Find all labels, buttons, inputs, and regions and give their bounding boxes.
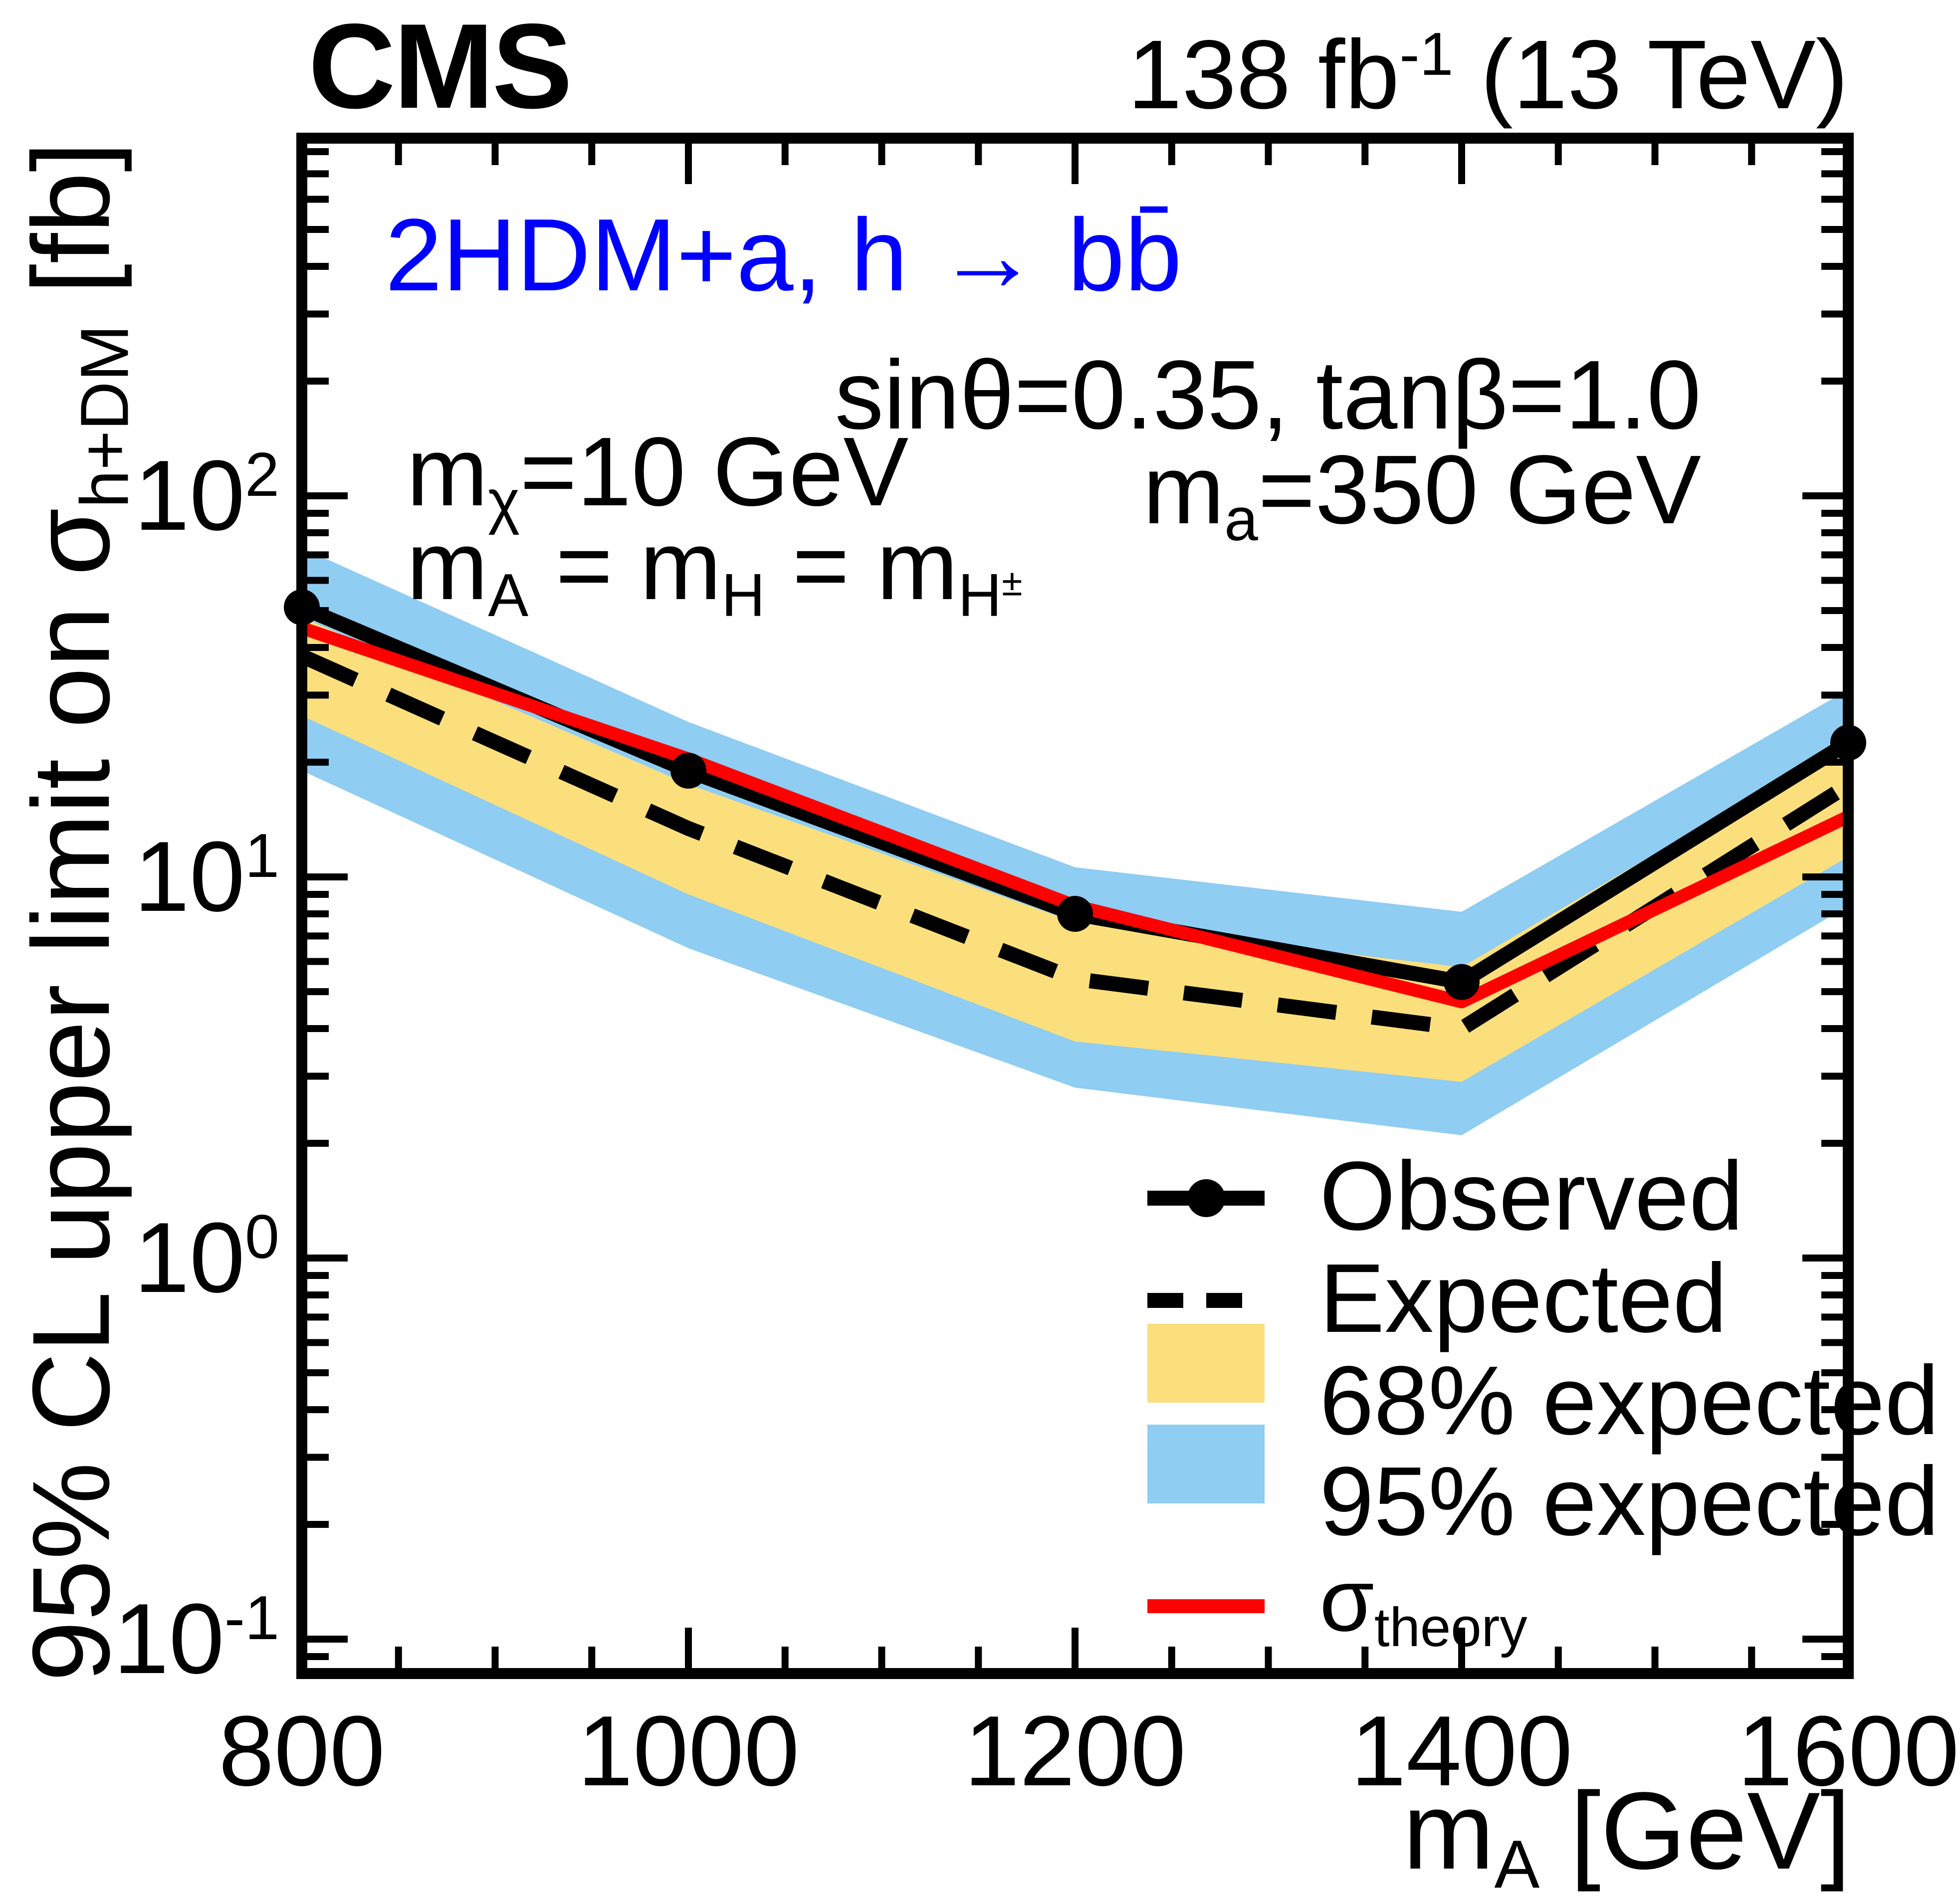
legend-swatch-icon xyxy=(1147,1324,1265,1403)
y-tick-label: 101 xyxy=(134,821,279,932)
legend-label: 68% expected xyxy=(1319,1346,1940,1455)
legend-redline-icon xyxy=(1147,1599,1265,1613)
y-tick-label: 102 xyxy=(134,440,279,551)
legend-dash-icon xyxy=(1147,1293,1265,1308)
legend-label: Expected xyxy=(1319,1244,1728,1353)
legend-label: Observed xyxy=(1319,1141,1743,1251)
luminosity-label: 138 fb-1 (13 TeV) xyxy=(1127,19,1848,129)
observed-marker xyxy=(1444,964,1480,1000)
x-tick-label: 1200 xyxy=(964,1695,1186,1807)
params-sin-tan-label: sinθ=0.35, tanβ=1.0 xyxy=(835,340,1701,449)
x-tick-label: 1600 xyxy=(1737,1695,1960,1807)
observed-marker xyxy=(1057,896,1093,932)
mass-relation-label: mA = mH = mH± xyxy=(407,511,1023,630)
mass-chi-label: mχ=10 GeV xyxy=(407,417,909,536)
expected-line xyxy=(298,649,1852,1037)
legend-band-swatch xyxy=(1147,1324,1265,1442)
band-95-expected xyxy=(302,548,1848,1135)
legend-label: 95% expected xyxy=(1319,1447,1940,1556)
x-tick-label: 1400 xyxy=(1350,1695,1573,1807)
legend-band-swatch xyxy=(1147,1425,1265,1543)
model-label: 2HDM+a, h → bb̄ xyxy=(385,198,1182,312)
legend-expected-marker xyxy=(1147,1293,1265,1308)
experiment-logo: CMS xyxy=(308,0,573,134)
observed-marker xyxy=(670,753,706,789)
legend-label: σtheory xyxy=(1319,1550,1527,1659)
y-tick-label: 100 xyxy=(134,1202,279,1313)
legend-dot-icon xyxy=(1187,1179,1225,1217)
params-ma-label: ma=350 GeV xyxy=(1143,435,1701,554)
y-axis-title: 95% CL upper limit on σh+DM [fb] xyxy=(9,141,143,1682)
band-68-expected xyxy=(302,617,1848,1082)
y-tick-label: 10-1 xyxy=(113,1583,279,1694)
legend-observed-marker xyxy=(1147,1179,1265,1217)
x-tick-label: 800 xyxy=(218,1695,385,1807)
x-tick-label: 1000 xyxy=(577,1695,800,1807)
legend-line xyxy=(1147,1179,1265,1217)
legend-swatch-icon xyxy=(1147,1425,1265,1503)
legend-theory-marker xyxy=(1147,1599,1265,1613)
